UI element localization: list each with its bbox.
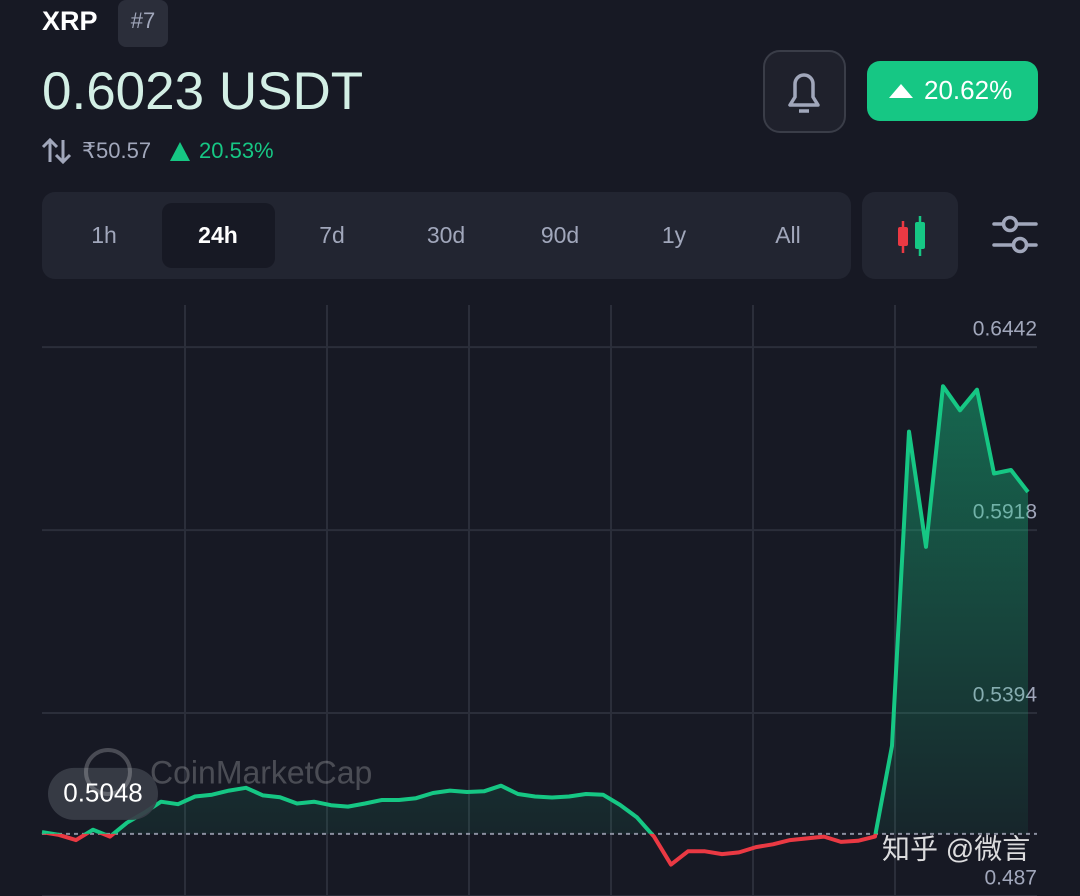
candle-toggle[interactable] [862,192,958,279]
price-line-up [41,384,1030,834]
candle-toggle-bg[interactable] [862,192,958,279]
fiat-toggle-icon[interactable] [41,137,72,165]
bell-icon [788,73,820,113]
baseline-label: 0.5048 [63,778,143,808]
tab[interactable]: 90d [541,222,579,248]
price-line-down [41,833,878,867]
symbol: XRP [42,6,98,36]
alert-button[interactable] [763,50,846,133]
tab[interactable]: 30d [427,222,465,248]
change-badge: 20.62% [867,61,1038,121]
up-triangle [170,142,190,161]
badge-triangle [889,84,913,98]
watermark: CoinMarketCap [84,748,372,796]
watermark-text: CoinMarketCap [150,754,372,790]
rank-pill [118,0,168,47]
tab[interactable]: All [775,222,801,248]
price-area [42,386,1028,834]
y-tick-label: 0.6442 [973,318,1037,341]
y-tick-label: 0.487 [984,867,1037,890]
active-tab-bg [162,203,275,268]
alert-button-bg[interactable] [763,50,846,133]
fiat-price: ₹50.57 [82,138,151,163]
fiat-change: 20.53% [199,138,274,163]
tab[interactable]: 7d [319,222,345,248]
tab[interactable]: 1y [662,222,687,248]
tab-active[interactable]: 24h [198,222,238,248]
baseline-pill [48,767,158,820]
price: 0.6023 USDT [42,62,363,121]
tab[interactable]: 1h [91,222,117,248]
change-badge-bg [867,61,1038,121]
rank: #7 [131,8,155,33]
settings-icon[interactable] [992,215,1038,254]
badge-change: 20.62% [924,75,1012,105]
watermark-text: 知乎 @微言 [882,833,1030,864]
